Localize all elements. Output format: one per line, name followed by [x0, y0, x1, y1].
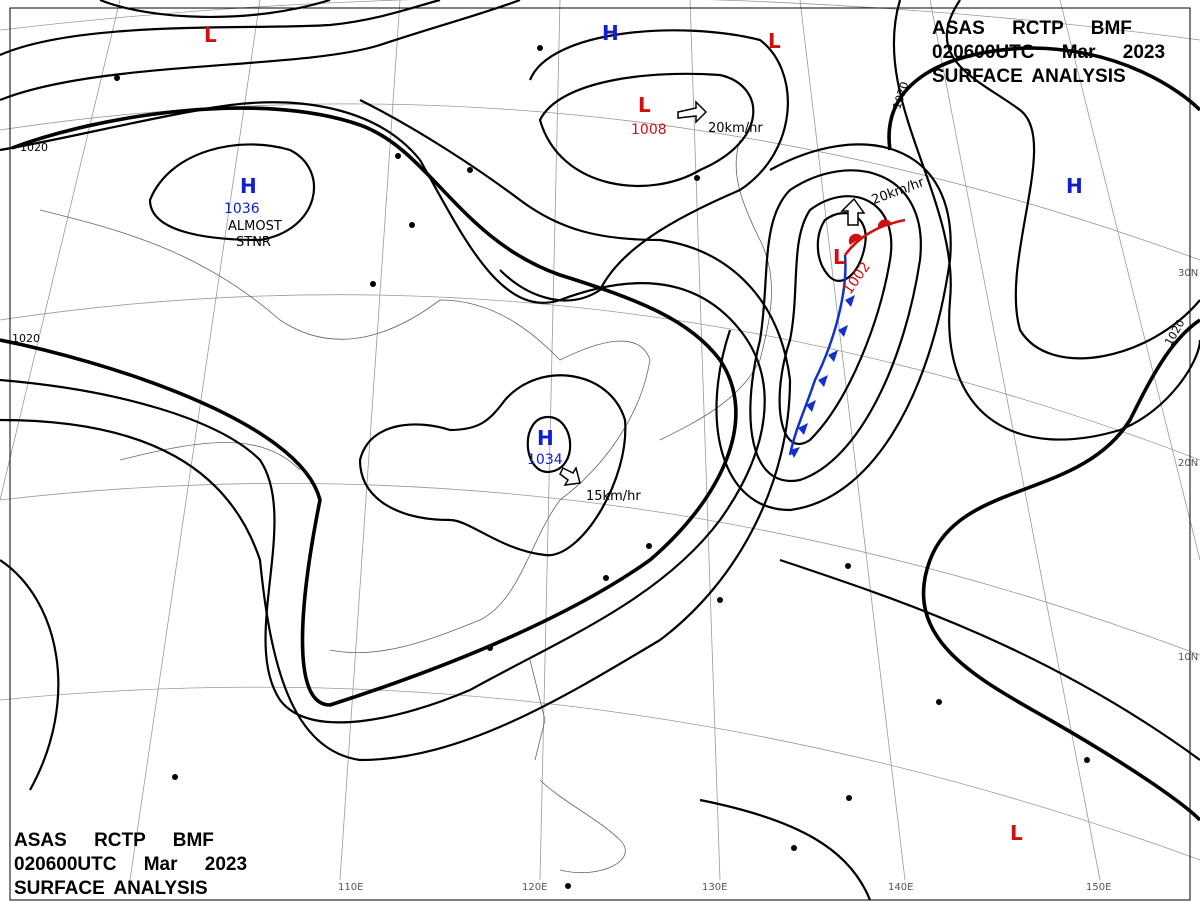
fronts: [788, 218, 906, 458]
low-label: L: [638, 93, 651, 117]
annotation: ALMOST: [228, 219, 282, 234]
latitude-label: 10N: [1178, 652, 1198, 663]
high-label: H: [240, 174, 257, 198]
longitude-label: 140E: [888, 882, 913, 893]
motion-arrows: [559, 100, 866, 486]
longitude-label: 110E: [338, 882, 363, 893]
low-label: L: [768, 29, 781, 53]
longitude-label: 120E: [522, 882, 547, 893]
header: ASAS RCTP BMF 020600UTC Mar 2023 SURFACE…: [932, 18, 1165, 87]
motion-label: 20km/hr: [708, 121, 763, 136]
longitude-label: 130E: [702, 882, 727, 893]
isobar-label: 1020: [12, 332, 40, 345]
isobar-label: 1020: [20, 141, 48, 154]
low-label: L: [204, 23, 217, 47]
annotations: ALMOST STNR: [228, 219, 282, 250]
high-value: 1034: [527, 452, 563, 468]
high-value: 1036: [224, 201, 260, 217]
annotation: STNR: [236, 235, 271, 250]
motion-label: 15km/hr: [586, 489, 641, 504]
longitude-label: 150E: [1086, 882, 1111, 893]
footer-line: SURFACE ANALYSIS: [14, 878, 208, 899]
high-label: H: [537, 426, 554, 450]
grid-labels: 30N 20N 10N 110E 120E 130E 140E 150E: [338, 268, 1198, 893]
low-label: L: [833, 245, 846, 269]
low-label: L: [1010, 821, 1023, 845]
footer-line: ASAS RCTP BMF: [14, 830, 214, 851]
footer: ASAS RCTP BMF 020600UTC Mar 2023 SURFACE…: [14, 830, 247, 899]
low-value: 1008: [631, 122, 667, 138]
motion-labels: 20km/hr 20km/hr 15km/hr: [586, 121, 927, 504]
footer-line: 020600UTC Mar 2023: [14, 854, 247, 875]
header-line: ASAS RCTP BMF: [932, 18, 1132, 39]
header-line: 020600UTC Mar 2023: [932, 42, 1165, 63]
stations: [114, 45, 1090, 889]
high-label: H: [602, 21, 619, 45]
latitude-label: 30N: [1178, 268, 1198, 279]
latitude-label: 20N: [1178, 458, 1198, 469]
header-line: SURFACE ANALYSIS: [932, 66, 1126, 87]
high-label: H: [1066, 174, 1083, 198]
